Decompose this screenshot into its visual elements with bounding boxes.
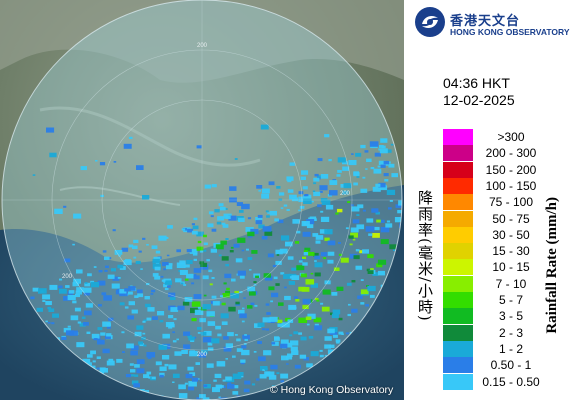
legend-label: 100 - 150 bbox=[485, 178, 537, 193]
legend-row: 5 - 7 bbox=[443, 292, 563, 308]
legend-row: 150 - 200 bbox=[443, 161, 563, 178]
legend-swatch bbox=[443, 292, 473, 308]
legend-row: 10 - 15 bbox=[443, 259, 563, 276]
time-text: 04:36 HKT bbox=[443, 75, 510, 91]
legend-row: 100 - 150 bbox=[443, 177, 563, 194]
legend-row: 0.50 - 1 bbox=[443, 357, 563, 374]
legend-label: 5 - 7 bbox=[498, 293, 523, 307]
legend-label: 15 - 30 bbox=[492, 244, 530, 259]
legend-row: 75 - 100 bbox=[443, 194, 563, 211]
radar-coverage bbox=[2, 0, 402, 400]
org-name-cn: 香港天文台 bbox=[450, 14, 521, 29]
legend-label: 0.50 - 1 bbox=[490, 358, 532, 373]
legend-swatch bbox=[443, 161, 473, 178]
legend-label: >300 bbox=[497, 130, 525, 144]
legend-row: 7 - 10 bbox=[443, 275, 563, 292]
legend-label: 30 - 50 bbox=[492, 227, 530, 242]
legend-swatch bbox=[443, 275, 473, 292]
legend-swatch bbox=[443, 259, 473, 276]
range-label: 200 bbox=[197, 352, 208, 358]
legend-row: 15 - 30 bbox=[443, 243, 563, 260]
legend-row: 30 - 50 bbox=[443, 226, 563, 243]
range-label: 200 bbox=[62, 274, 73, 280]
legend-row: 2 - 3 bbox=[443, 324, 563, 341]
legend-label: 75 - 100 bbox=[488, 195, 534, 210]
date-text: 12-02-2025 bbox=[443, 92, 515, 108]
legend-row: 200 - 300 bbox=[443, 145, 563, 162]
legend-label: 50 - 75 bbox=[492, 211, 530, 226]
sea-area bbox=[0, 185, 404, 400]
legend-swatch bbox=[443, 129, 473, 145]
observatory-logo-icon bbox=[415, 7, 445, 37]
observatory-logo: 香港天文台 HONG KONG OBSERVATORY bbox=[414, 6, 577, 40]
legend-title-en: Rainfall Rate (mm/h) bbox=[544, 197, 560, 334]
legend-label: 2 - 3 bbox=[498, 325, 523, 340]
legend-swatch bbox=[443, 308, 473, 325]
range-ring bbox=[51, 49, 353, 351]
legend-row: 3 - 5 bbox=[443, 308, 563, 325]
legend-row: >300 bbox=[443, 129, 563, 145]
legend-swatch bbox=[443, 373, 473, 390]
legend-swatch bbox=[443, 324, 473, 341]
legend-swatch bbox=[443, 145, 473, 162]
range-label: 200 bbox=[340, 191, 351, 197]
legend-row: 0.15 - 0.50 bbox=[443, 373, 563, 390]
legend-row: 50 - 75 bbox=[443, 210, 563, 227]
legend-swatch bbox=[443, 177, 473, 194]
radar-map: 200 200 200 200 bbox=[0, 0, 404, 400]
range-label: 200 bbox=[197, 43, 208, 49]
legend-swatch bbox=[443, 243, 473, 260]
copyright-text: © Hong Kong Observatory bbox=[270, 384, 394, 396]
legend-swatch bbox=[443, 340, 473, 357]
legend-title-cn: 降雨率(毫米/小時) bbox=[416, 190, 434, 322]
legend-label: 7 - 10 bbox=[495, 276, 527, 291]
legend-label: 0.15 - 0.50 bbox=[482, 374, 540, 389]
legend-panel: 香港天文台 HONG KONG OBSERVATORY 04:36 HKT 12… bbox=[404, 0, 577, 400]
range-ring bbox=[101, 99, 303, 301]
legend-label: 10 - 15 bbox=[492, 260, 530, 275]
mountain-area bbox=[0, 0, 404, 83]
legend-label: 150 - 200 bbox=[485, 162, 537, 177]
legend-label: 200 - 300 bbox=[485, 146, 537, 161]
legend-swatch bbox=[443, 194, 473, 211]
legend-label: 1 - 2 bbox=[498, 341, 523, 356]
legend-swatch bbox=[443, 357, 473, 374]
legend-label: 3 - 5 bbox=[498, 309, 523, 324]
org-name-en: HONG KONG OBSERVATORY bbox=[450, 27, 570, 37]
legend-row: 1 - 2 bbox=[443, 340, 563, 357]
legend-swatch bbox=[443, 226, 473, 243]
timestamp: 04:36 HKT 12-02-2025 bbox=[443, 75, 515, 109]
legend-swatch bbox=[443, 210, 473, 227]
